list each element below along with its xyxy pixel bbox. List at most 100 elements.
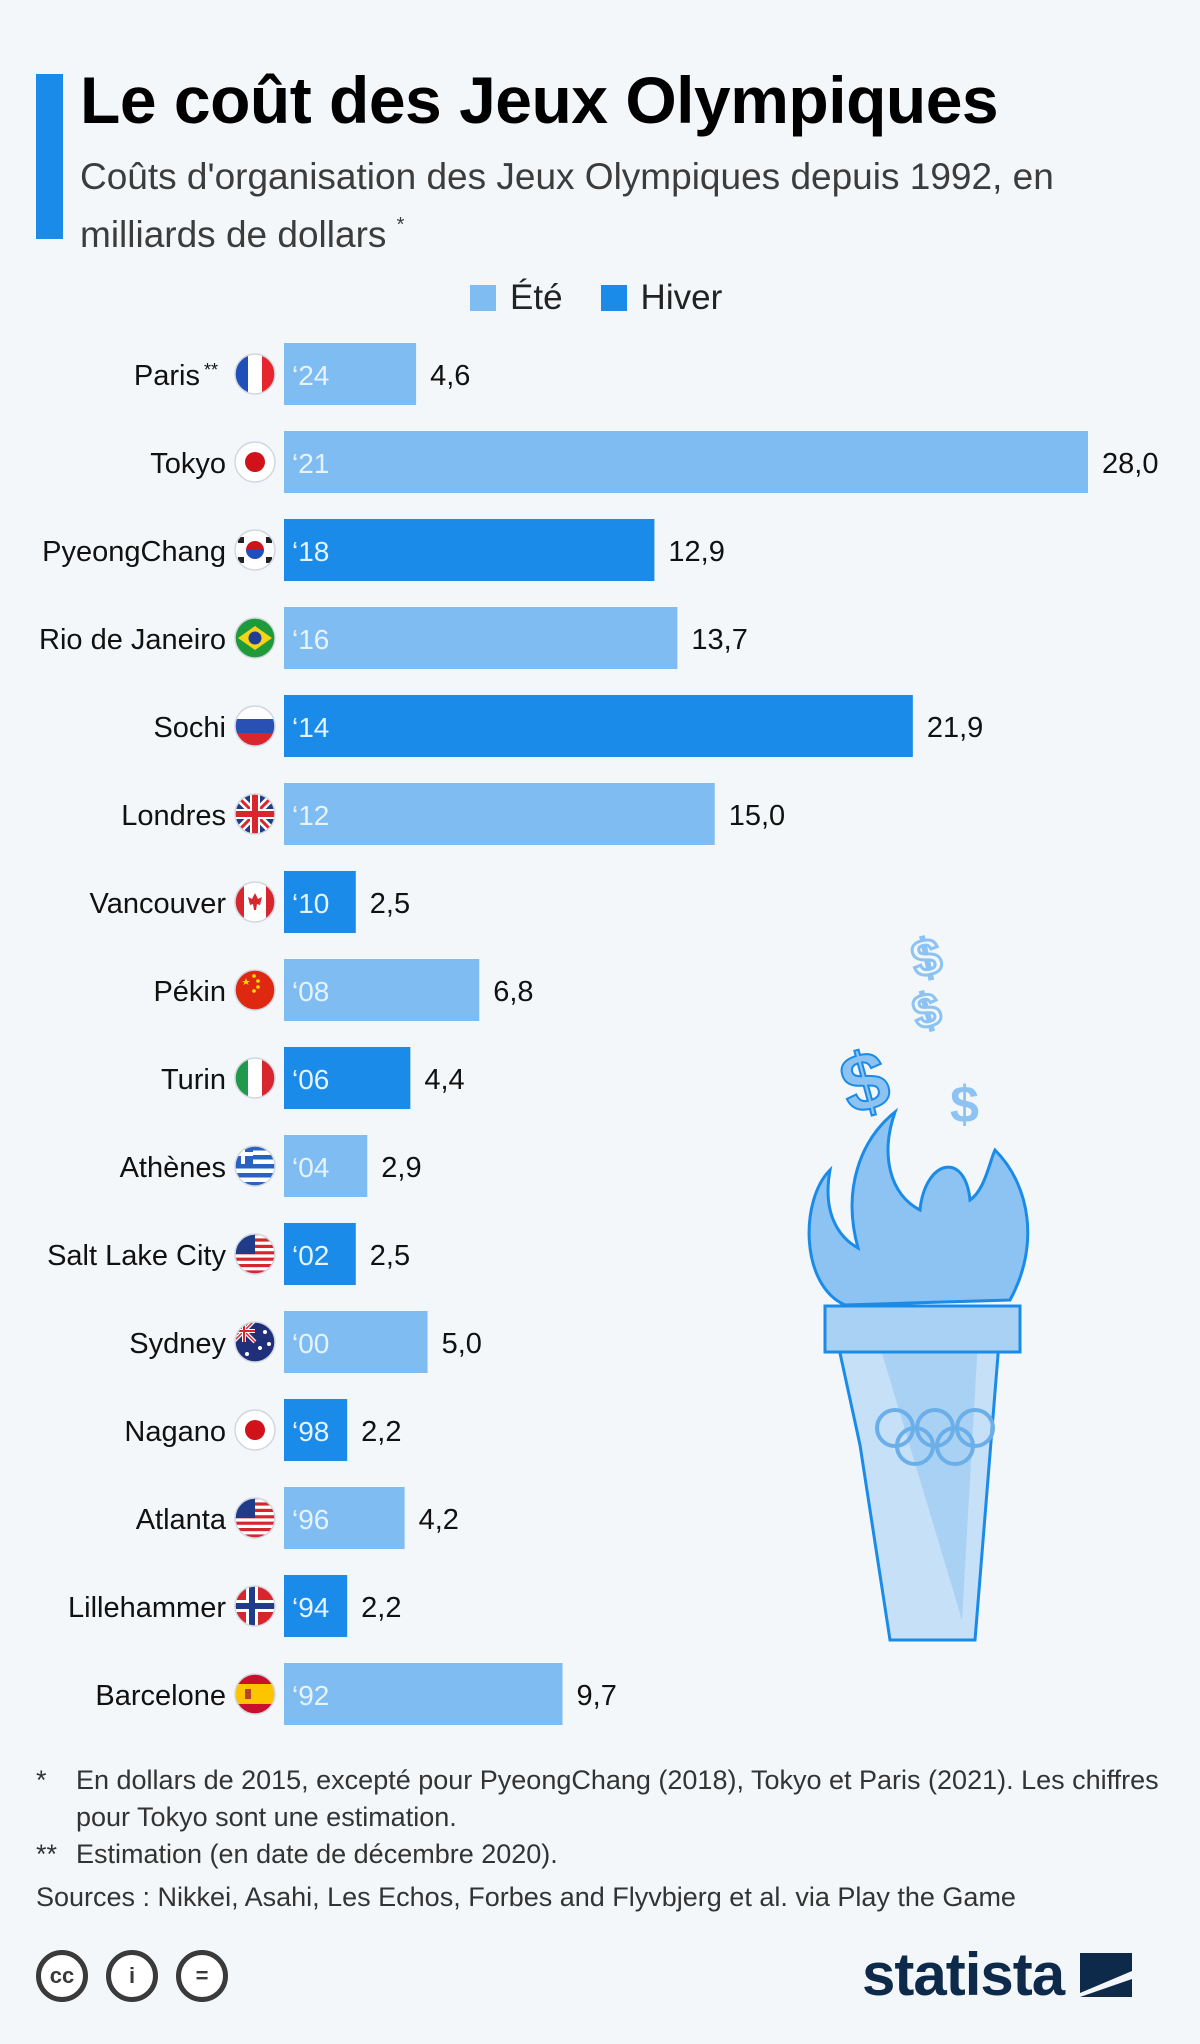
- bar: [284, 1399, 348, 1461]
- footnote-1-mark: *: [36, 1765, 47, 1795]
- bar: [284, 1575, 348, 1637]
- data-label: 13,7: [691, 624, 747, 656]
- canada-flag-icon: [234, 881, 276, 923]
- bar: [284, 1663, 563, 1725]
- year-label: ‘10: [292, 888, 329, 919]
- year-label: ‘16: [292, 624, 329, 655]
- japan-flag-icon: [234, 441, 276, 483]
- chart-row: Sochi ‘14 21,9: [153, 695, 983, 757]
- cc-icon[interactable]: cc: [36, 1950, 88, 2002]
- chart-row: Lillehammer ‘94 2,2: [68, 1575, 401, 1637]
- year-label: ‘94: [292, 1592, 329, 1623]
- year-label: ‘92: [292, 1680, 329, 1711]
- bar: [284, 1135, 368, 1197]
- bar: [284, 519, 655, 581]
- olympic-torch-icon: $ $ $ $: [807, 925, 1030, 1642]
- japan-flag-icon: [234, 1409, 276, 1451]
- dollar-sign-icon: $: [907, 982, 947, 1040]
- data-label: 5,0: [442, 1328, 482, 1360]
- data-label: 2,5: [370, 1240, 410, 1272]
- data-label: 15,0: [729, 800, 785, 832]
- chart-row: Vancouver ‘10 2,5: [90, 871, 410, 933]
- legend-label-ete: Été: [510, 278, 563, 317]
- uk-flag-icon: [234, 793, 276, 835]
- year-label: ‘96: [292, 1504, 329, 1535]
- data-label: 2,2: [361, 1416, 401, 1448]
- category-label: Lillehammer: [68, 1592, 226, 1624]
- year-label: ‘14: [292, 712, 329, 743]
- chart-row: Atlanta ‘96 4,2: [136, 1487, 459, 1549]
- data-label: 2,9: [381, 1152, 421, 1184]
- category-label: PyeongChang: [42, 536, 226, 568]
- legend-item-hiver: Hiver: [600, 278, 723, 318]
- category-label: Nagano: [124, 1416, 226, 1448]
- category-footnote-mark: **: [204, 360, 218, 380]
- category-label: Londres: [121, 800, 226, 832]
- dollar-sign-icon: $: [950, 1076, 979, 1134]
- bar: [284, 695, 913, 757]
- no-derivatives-icon[interactable]: =: [176, 1950, 228, 2002]
- footnote-2-mark: **: [36, 1839, 58, 1869]
- year-label: ‘12: [292, 800, 329, 831]
- data-label: 28,0: [1102, 448, 1158, 480]
- category-label: Rio de Janeiro: [39, 624, 226, 656]
- dollar-sign-icon: $: [906, 927, 946, 990]
- page-title: Le coût des Jeux Olympiques: [80, 63, 999, 137]
- chart-row: Barcelone ‘92 9,7: [95, 1663, 617, 1725]
- chart-row: Nagano ‘98 2,2: [124, 1399, 401, 1461]
- data-label: 12,9: [668, 536, 724, 568]
- data-label: 4,2: [419, 1504, 459, 1536]
- spain-flag-icon: [234, 1673, 276, 1715]
- category-label: Athènes: [120, 1152, 226, 1184]
- year-label: ‘08: [292, 976, 329, 1007]
- year-label: ‘06: [292, 1064, 329, 1095]
- license-icons: cc i =: [36, 1950, 228, 2002]
- bar: [284, 343, 417, 405]
- category-label: Salt Lake City: [47, 1240, 226, 1272]
- data-label: 21,9: [927, 712, 983, 744]
- data-label: 2,5: [370, 888, 410, 920]
- bar: [284, 959, 480, 1021]
- subtitle-footnote-mark: *: [396, 214, 405, 236]
- statista-wordmark: statista: [862, 1941, 1065, 2008]
- category-label: Sydney: [129, 1328, 226, 1360]
- bar: [284, 1487, 405, 1549]
- category-label: Pékin: [153, 976, 226, 1008]
- year-label: ‘18: [292, 536, 329, 567]
- legend-swatch-ete: [470, 285, 496, 311]
- usa-flag-icon: [234, 1233, 276, 1275]
- bar: [284, 1223, 356, 1285]
- year-label: ‘02: [292, 1240, 329, 1271]
- bar: [284, 607, 678, 669]
- category-label: Vancouver: [90, 888, 227, 920]
- category-label: Paris: [134, 360, 200, 392]
- norway-flag-icon: [234, 1585, 276, 1627]
- chart-row: Pékin ‘08 6,8: [153, 959, 534, 1021]
- data-label: 4,4: [424, 1064, 464, 1096]
- olympic-rings-icon: [875, 1408, 995, 1466]
- greece-flag-icon: [234, 1145, 276, 1187]
- chart-row: Tokyo ‘21 28,0: [150, 431, 1158, 493]
- footnote-1-text: En dollars de 2015, excepté pour PyeongC…: [76, 1765, 1159, 1832]
- statista-logo[interactable]: statista: [862, 1940, 1136, 2009]
- year-label: ‘00: [292, 1328, 329, 1359]
- data-label: 6,8: [493, 976, 533, 1008]
- russia-flag-icon: [234, 705, 276, 747]
- category-label: Atlanta: [136, 1504, 227, 1536]
- data-label: 9,7: [577, 1680, 617, 1712]
- attribution-icon[interactable]: i: [106, 1950, 158, 2002]
- subtitle-text: Coûts d'organisation des Jeux Olympiques…: [80, 156, 1054, 255]
- chart-legend: Été Hiver: [470, 276, 722, 320]
- year-label: ‘24: [292, 360, 329, 391]
- bar: [284, 1311, 428, 1373]
- bar-chart: Paris ** ‘24 4,6 Tokyo ‘21 28,0 PyeongChang ‘18 1…: [39, 343, 1158, 1725]
- chart-row: Turin ‘06 4,4: [161, 1047, 465, 1109]
- legend-swatch-hiver: [600, 285, 627, 311]
- australia-flag-icon: [234, 1321, 276, 1363]
- bar: [284, 871, 356, 933]
- chart-row: Salt Lake City ‘02 2,5: [47, 1223, 410, 1285]
- legend-label-hiver: Hiver: [640, 278, 723, 317]
- category-label: Tokyo: [150, 448, 226, 480]
- legend-item-ete: Été: [470, 278, 563, 318]
- bar: [284, 431, 1088, 493]
